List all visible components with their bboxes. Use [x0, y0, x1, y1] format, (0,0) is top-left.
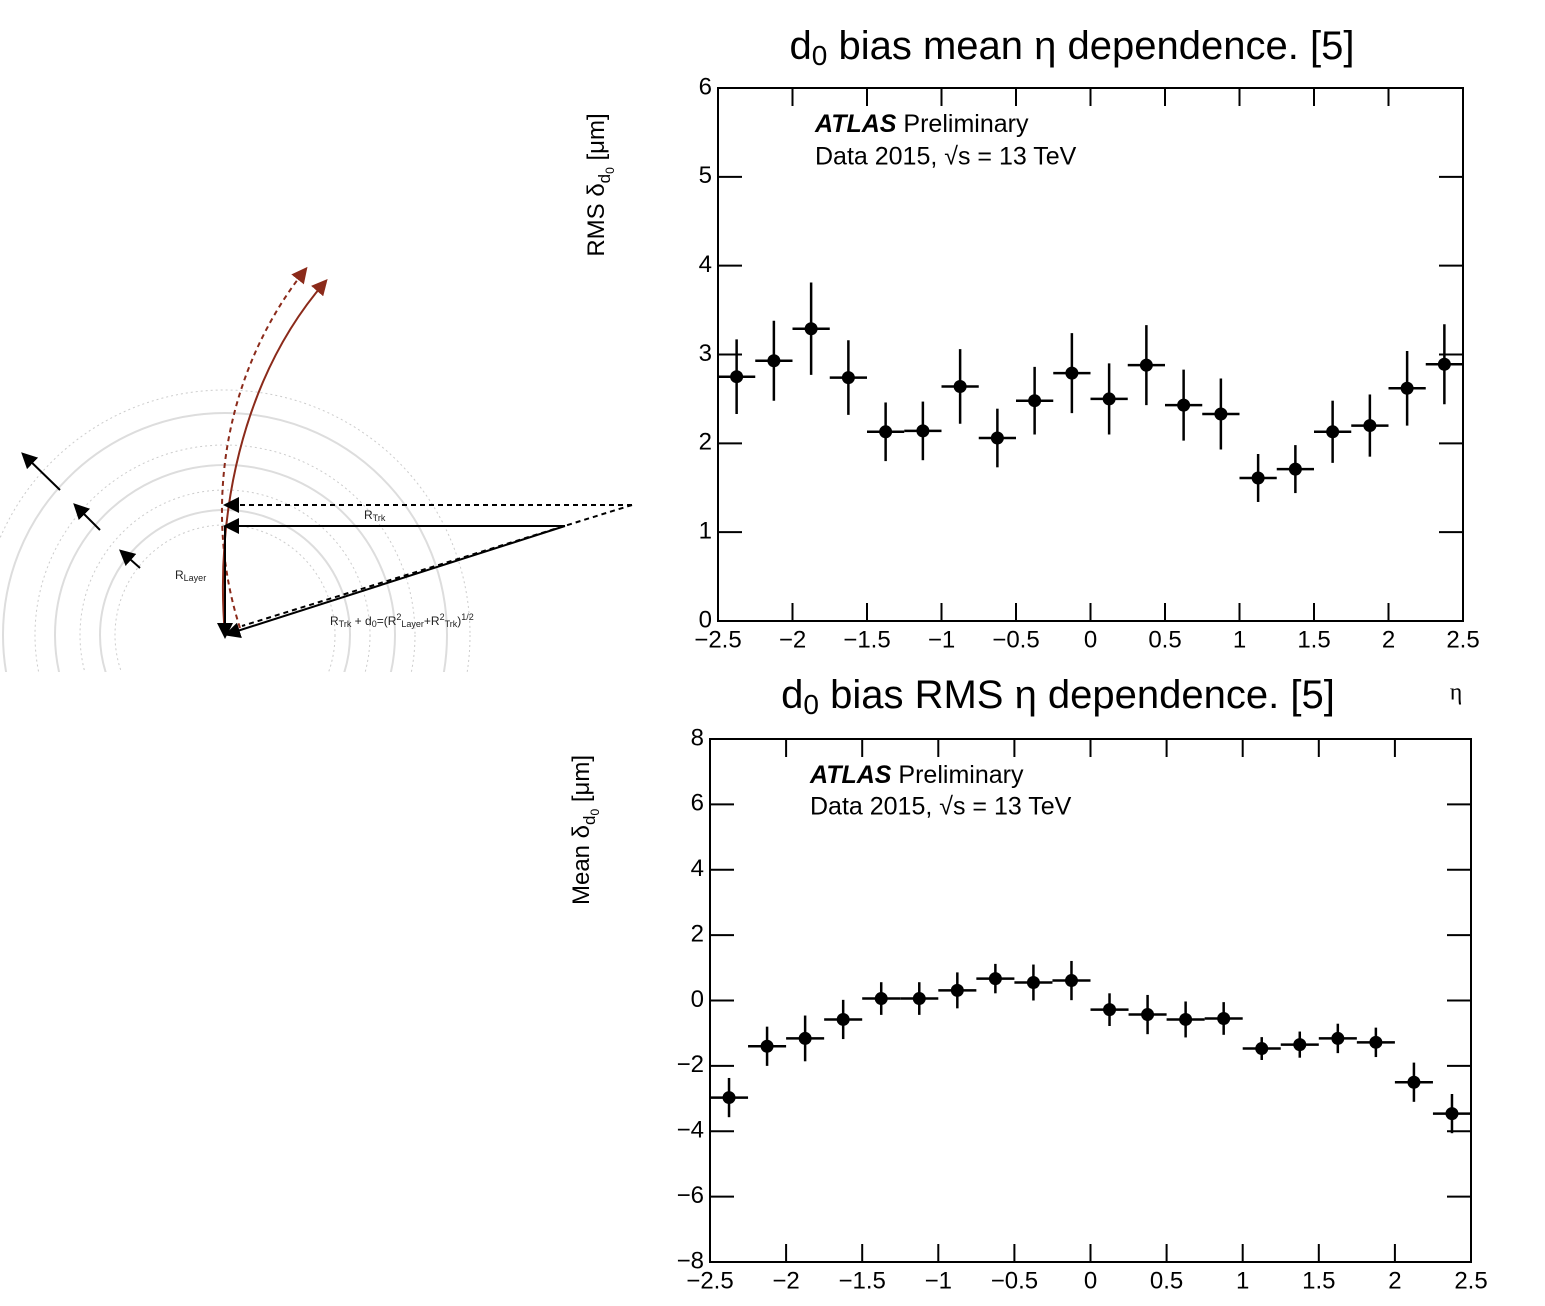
data-point — [912, 992, 926, 1006]
y-tick-label: 0 — [699, 606, 712, 633]
data-point — [760, 1039, 774, 1053]
data-point — [1103, 1003, 1117, 1017]
y-tick-label: 0 — [691, 986, 704, 1013]
y-tick-label: 2 — [691, 920, 704, 947]
annotation: Data 2015, √s = 13 TeV — [810, 793, 1072, 821]
y-tick-label: −4 — [677, 1117, 704, 1144]
y-tick-label: 1 — [699, 518, 712, 545]
x-tick-label: 0.5 — [1150, 1267, 1183, 1294]
x-tick-label: −1.5 — [843, 626, 890, 653]
y-tick-label: 3 — [699, 340, 712, 367]
data-point — [1407, 1075, 1421, 1089]
x-tick-label: −1 — [928, 626, 955, 653]
data-point — [990, 431, 1004, 445]
data-point — [841, 371, 855, 385]
diagram-label: RLayer — [175, 568, 206, 583]
y-tick-label: 2 — [699, 429, 712, 456]
annotation: ATLAS Preliminary — [814, 110, 1029, 138]
data-point — [1179, 1012, 1193, 1026]
y-tick-label: 8 — [691, 724, 704, 751]
data-point — [730, 370, 744, 384]
x-tick-label: 2 — [1382, 626, 1395, 653]
annotation: Data 2015, √s = 13 TeV — [815, 143, 1077, 171]
diagram — [0, 266, 633, 672]
x-tick-label: 1 — [1233, 626, 1246, 653]
x-tick-label: 0 — [1084, 1267, 1097, 1294]
data-point — [1177, 398, 1191, 412]
x-tick-label: −0.5 — [991, 1267, 1038, 1294]
data-point — [1369, 1035, 1383, 1049]
x-tick-label: 1.5 — [1297, 626, 1330, 653]
data-point — [1064, 974, 1078, 988]
y-tick-label: −8 — [677, 1247, 704, 1274]
x-tick-label: −2 — [779, 626, 806, 653]
y-tick-label: 4 — [691, 855, 704, 882]
y-axis-label: Mean δd0 [μm] — [568, 755, 602, 905]
x-axis-label: η — [1450, 680, 1463, 706]
y-axis-label: RMS δd0 [μm] — [583, 113, 617, 256]
x-tick-label: −2.5 — [686, 1267, 733, 1294]
x-tick-label: 0 — [1084, 626, 1097, 653]
data-point — [767, 354, 781, 368]
data-point — [1437, 357, 1451, 371]
data-point — [988, 972, 1002, 986]
x-tick-label: −0.5 — [992, 626, 1039, 653]
data-point — [1293, 1038, 1307, 1052]
y-tick-label: 5 — [699, 162, 712, 189]
x-tick-label: 1.5 — [1302, 1267, 1335, 1294]
x-tick-label: −1 — [925, 1267, 952, 1294]
x-tick-label: −1.5 — [839, 1267, 886, 1294]
data-point — [836, 1012, 850, 1026]
data-point — [1214, 407, 1228, 421]
data-point — [1217, 1011, 1231, 1025]
x-tick-label: 0.5 — [1148, 626, 1181, 653]
data-point — [879, 425, 893, 439]
data-point — [874, 992, 888, 1006]
data-point — [1363, 419, 1377, 433]
data-point — [1400, 381, 1414, 395]
diagram-formula: RTrk + d0=(R2Layer+R2Trk)1/2 — [330, 612, 474, 629]
data-point — [1251, 471, 1265, 485]
data-point — [953, 379, 967, 393]
data-point — [1445, 1107, 1459, 1121]
data-point — [1288, 462, 1302, 476]
data-point — [950, 983, 964, 997]
data-point — [804, 322, 818, 336]
x-tick-label: 2 — [1388, 1267, 1401, 1294]
data-point — [1139, 358, 1153, 372]
chart-title: d0 bias RMS η dependence. [5] — [781, 673, 1335, 721]
y-tick-label: −6 — [677, 1182, 704, 1209]
x-tick-label: 2.5 — [1454, 1267, 1487, 1294]
data-point — [1102, 392, 1116, 406]
data-point — [722, 1091, 736, 1105]
data-point — [916, 424, 930, 438]
data-point — [1028, 394, 1042, 408]
data-point — [1255, 1042, 1269, 1056]
x-tick-label: 1 — [1236, 1267, 1249, 1294]
data-point — [798, 1031, 812, 1045]
data-point — [1065, 366, 1079, 380]
diagram-label: RTrk — [364, 508, 386, 523]
data-point — [1326, 425, 1340, 439]
x-tick-label: 2.5 — [1446, 626, 1479, 653]
y-tick-label: 4 — [699, 251, 712, 278]
data-point — [1331, 1031, 1345, 1045]
y-tick-label: 6 — [691, 790, 704, 817]
data-point — [1026, 976, 1040, 990]
annotation: ATLAS Preliminary — [809, 761, 1024, 789]
y-tick-label: −2 — [677, 1051, 704, 1078]
x-tick-label: −2 — [772, 1267, 799, 1294]
x-tick-label: −2.5 — [694, 626, 741, 653]
data-point — [1141, 1008, 1155, 1022]
chart-title: d0 bias mean η dependence. [5] — [790, 24, 1355, 72]
y-tick-label: 6 — [699, 73, 712, 100]
